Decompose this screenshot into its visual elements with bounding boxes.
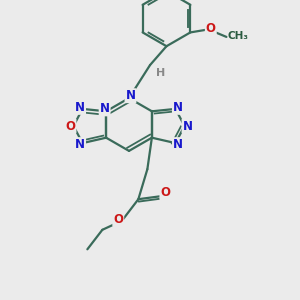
Text: N: N (125, 89, 136, 102)
Text: N: N (182, 119, 193, 133)
Text: N: N (173, 101, 183, 114)
Text: O: O (206, 22, 216, 35)
Text: H: H (156, 68, 165, 78)
Text: N: N (75, 138, 85, 151)
Text: O: O (160, 186, 170, 199)
Text: N: N (173, 138, 183, 151)
Text: CH₃: CH₃ (228, 31, 249, 41)
Text: N: N (75, 101, 85, 114)
Text: O: O (113, 213, 123, 226)
Text: N: N (100, 102, 110, 116)
Text: O: O (65, 119, 76, 133)
